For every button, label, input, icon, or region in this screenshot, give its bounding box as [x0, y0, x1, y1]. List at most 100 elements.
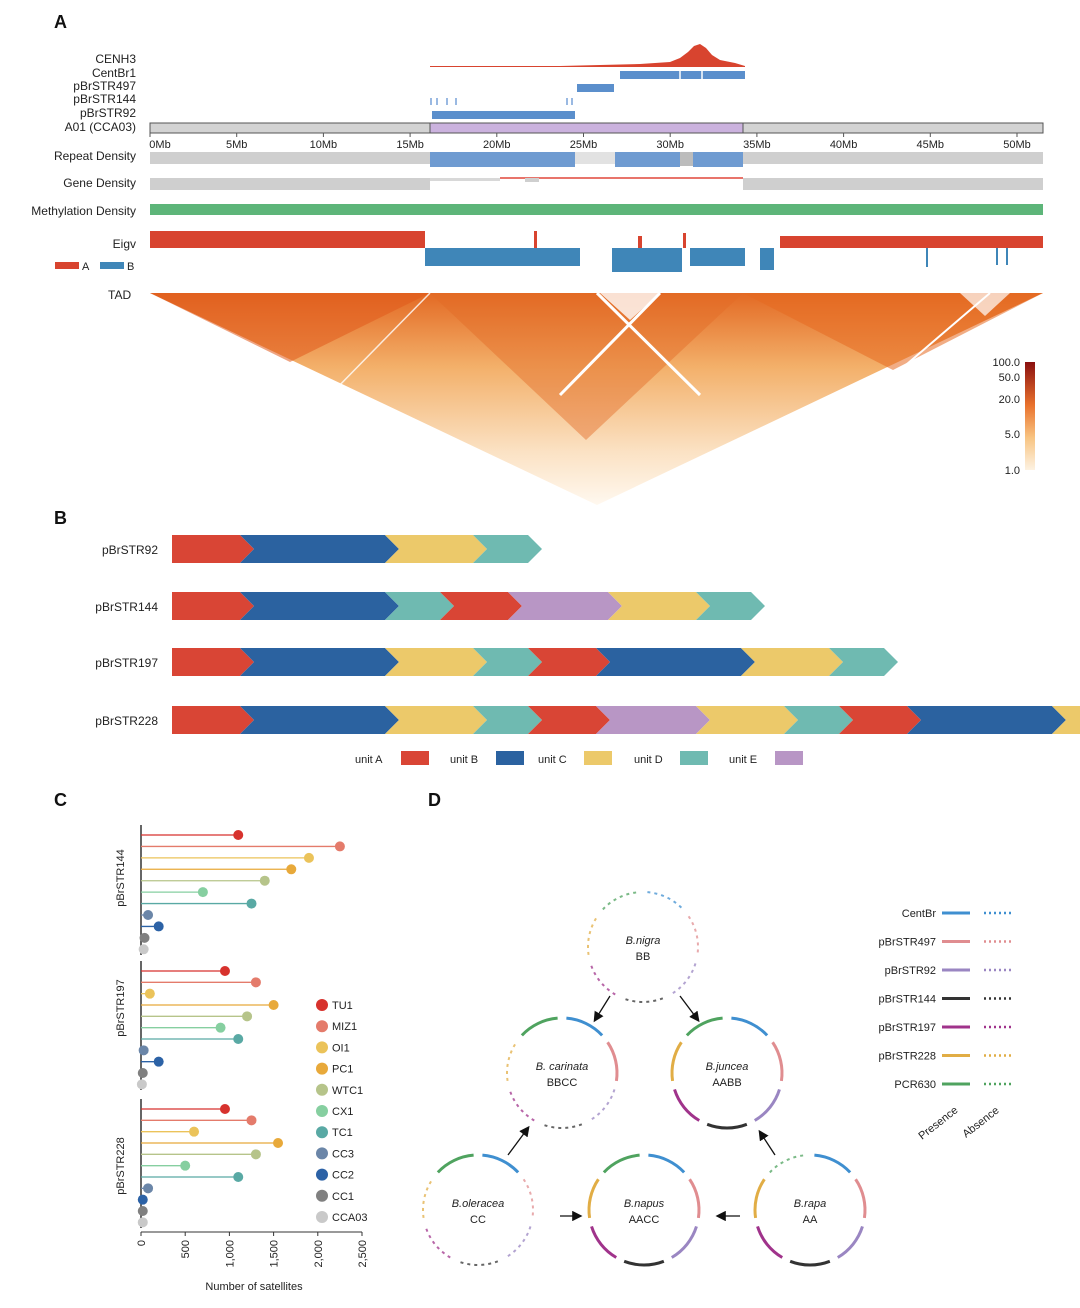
unit-row-label: pBrSTR197 — [95, 656, 158, 670]
track-label-methylation: Methylation Density — [31, 204, 136, 218]
lollipop-point — [136, 1079, 147, 1090]
lollipop-point — [233, 1034, 244, 1044]
lollipop-point — [137, 1206, 148, 1216]
colorbar-tick-100: 100.0 — [992, 357, 1020, 369]
repeat-arc — [670, 963, 697, 996]
lollipop-point — [137, 1217, 148, 1228]
repeat-arc — [789, 1259, 831, 1267]
species-name: B. carinata — [536, 1061, 589, 1073]
track-label-gene: Gene Density — [63, 176, 136, 190]
accession-legend-dot — [316, 1126, 328, 1139]
unit-legend-swatch — [680, 751, 708, 765]
unit-b-segment — [240, 648, 399, 676]
absence-label: Absence — [960, 1105, 1001, 1141]
accession-legend-label: TU1 — [332, 1000, 353, 1012]
repeat-arc — [731, 1016, 769, 1037]
accession-legend-dot — [316, 1020, 328, 1033]
repeat-arc — [706, 1122, 748, 1130]
species-genome: CC — [470, 1214, 486, 1226]
colorbar-tick-1: 1.0 — [1005, 465, 1020, 477]
repeat-arc — [769, 1154, 806, 1174]
lollipop-point — [189, 1126, 200, 1137]
lollipop-point — [250, 1149, 261, 1160]
group-label: pBrSTR228 — [115, 1137, 127, 1194]
repeat-arc — [424, 1226, 451, 1259]
relationship-arrow — [507, 1125, 530, 1156]
unit-legend-swatch — [401, 751, 429, 765]
unit-b-segment — [240, 706, 399, 734]
mb-tick-label: 25Mb — [570, 139, 598, 151]
repeat-legend-label: CentBr — [902, 908, 937, 920]
lollipop-point — [303, 852, 314, 863]
mb-tick-label: 30Mb — [656, 139, 684, 151]
repeat-arc — [836, 1225, 864, 1259]
unit-c-segment — [1052, 706, 1080, 734]
pbrstr497-track — [577, 84, 614, 92]
unit-c-segment — [696, 706, 798, 734]
pbrstr92-track — [432, 111, 575, 119]
track-label-centbr1: CentBr1 — [92, 66, 136, 80]
accession-legend-label: MIZ1 — [332, 1021, 357, 1033]
accession-legend-label: CC1 — [332, 1191, 354, 1203]
unit-legend-swatch — [496, 751, 524, 765]
unit-row-label: pBrSTR92 — [102, 543, 158, 557]
repeat-arc — [685, 1016, 723, 1037]
repeat-arc — [541, 1123, 583, 1129]
species-name: B.rapa — [794, 1198, 826, 1210]
repeat-arc — [814, 1153, 852, 1174]
repeat-arc — [587, 915, 599, 956]
mb-tick-label: 0Mb — [149, 139, 170, 151]
accession-legend-dot — [316, 1041, 328, 1054]
repeat-arc — [688, 1178, 701, 1219]
repeat-legend-label: pBrSTR228 — [879, 1051, 936, 1063]
repeat-arc — [506, 1041, 518, 1082]
unit-d-segment — [473, 648, 542, 676]
unit-c-segment — [385, 706, 487, 734]
mb-tick-label: 15Mb — [396, 139, 424, 151]
cenh3-signal — [430, 44, 745, 67]
repeat-arc — [522, 1178, 534, 1219]
mb-tick-label: 20Mb — [483, 139, 511, 151]
unit-legend-label: unit E — [729, 754, 757, 766]
satellite-lollipop-chart: pBrSTR144 pBrSTR197 pBrSTR228 0 500 1,000 1,50… — [115, 825, 369, 1268]
unit-d-segment — [473, 535, 542, 563]
lollipop-point — [153, 1056, 164, 1067]
panel-b-letter: B — [54, 508, 67, 528]
repeat-arc — [622, 997, 664, 1003]
repeat-arc — [771, 1041, 784, 1082]
panel-c-letter: C — [54, 790, 67, 810]
repeat-arc — [670, 1225, 698, 1259]
lollipop-point — [215, 1022, 226, 1033]
mb-tick-label: 35Mb — [743, 139, 771, 151]
repeat-legend-label: pBrSTR92 — [885, 965, 936, 977]
unit-c-segment — [608, 592, 710, 620]
unit-d-segment — [829, 648, 898, 676]
lollipop-point — [246, 898, 257, 909]
accession-legend-dot — [316, 1105, 328, 1117]
lollipop-point — [273, 1138, 284, 1148]
repeat-arc — [854, 1178, 867, 1219]
panel-d-letter: D — [428, 790, 441, 810]
mb-tick-label: 10Mb — [310, 139, 338, 151]
unit-a-segment — [172, 648, 254, 676]
unit-legend-label: unit B — [450, 754, 478, 766]
species-name: B.oleracea — [452, 1198, 505, 1210]
repeat-arc — [670, 1041, 683, 1082]
repeat-arc — [589, 1089, 616, 1122]
species-genome: BB — [636, 951, 651, 963]
lollipop-point — [144, 988, 155, 999]
x-tick-label: 1,000 — [224, 1240, 236, 1268]
x-tick-label: 1,500 — [269, 1240, 281, 1268]
lollipop-point — [197, 887, 208, 898]
accession-legend-label: PC1 — [332, 1064, 353, 1076]
unit-c-segment — [385, 648, 487, 676]
group-label: pBrSTR144 — [115, 849, 127, 906]
repeat-arc — [482, 1153, 520, 1174]
unit-legend-label: unit C — [538, 754, 567, 766]
unit-a-segment — [172, 535, 254, 563]
unit-b-segment — [240, 592, 399, 620]
repeat-arc — [753, 1088, 781, 1122]
unit-c-segment — [385, 535, 487, 563]
accession-legend-dot — [316, 1147, 328, 1160]
